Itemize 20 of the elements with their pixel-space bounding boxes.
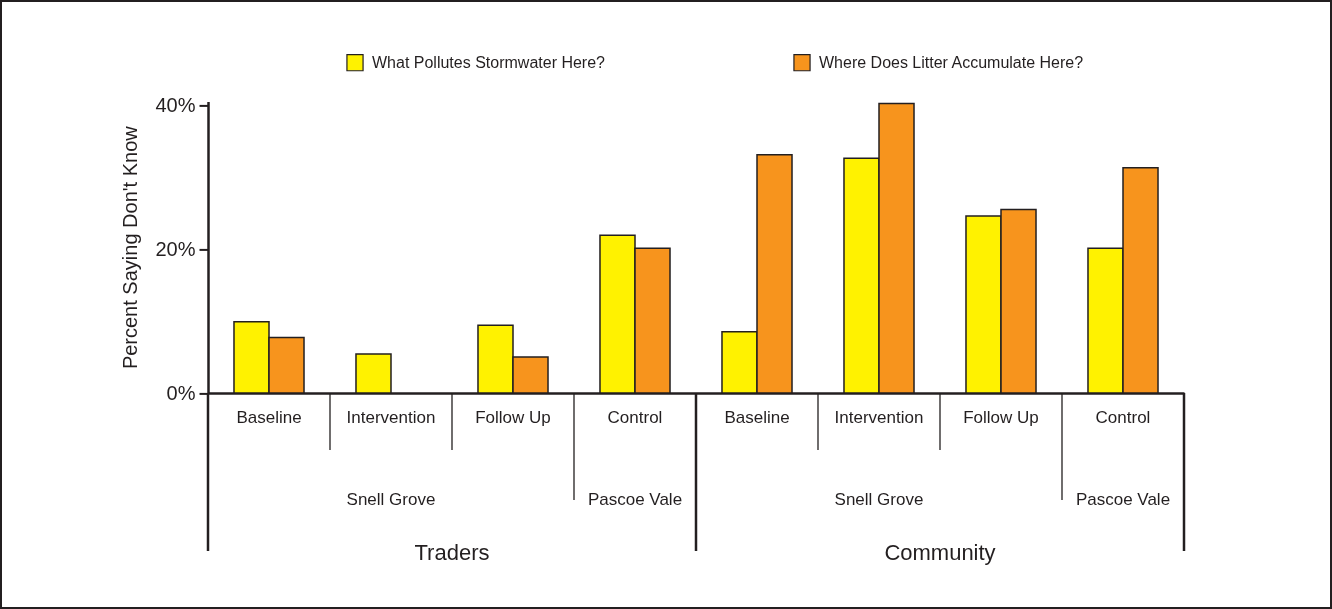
y-tick-label: 40% — [155, 93, 196, 116]
text: Traders — [414, 540, 490, 565]
x-tick-label: Intervention — [346, 407, 436, 427]
y-tick-label: 0% — [166, 381, 196, 404]
text: Pascoe Vale — [1075, 490, 1171, 509]
legend-label: What Pollutes Stormwater Here? — [372, 53, 606, 71]
text: Community — [884, 540, 996, 565]
x-tick-label: Baseline — [236, 407, 302, 427]
text: Pascoe Vale — [587, 490, 683, 509]
x-tick-label: Control — [607, 407, 663, 427]
y-tick-label: 20% — [155, 237, 196, 260]
text: Snell Grove — [346, 490, 436, 509]
x-tick-label: Intervention — [834, 407, 924, 427]
x-tick-label: Control — [1095, 407, 1151, 427]
x-tick-label: Follow Up — [963, 407, 1039, 427]
legend-label: Where Does Litter Accumulate Here? — [819, 53, 1084, 71]
text: Snell Grove — [834, 490, 924, 509]
x-tick-label: Baseline — [724, 407, 790, 427]
y-axis-title: Percent Saying Don't Know — [119, 125, 142, 370]
x-tick-label: Follow Up — [475, 407, 551, 427]
